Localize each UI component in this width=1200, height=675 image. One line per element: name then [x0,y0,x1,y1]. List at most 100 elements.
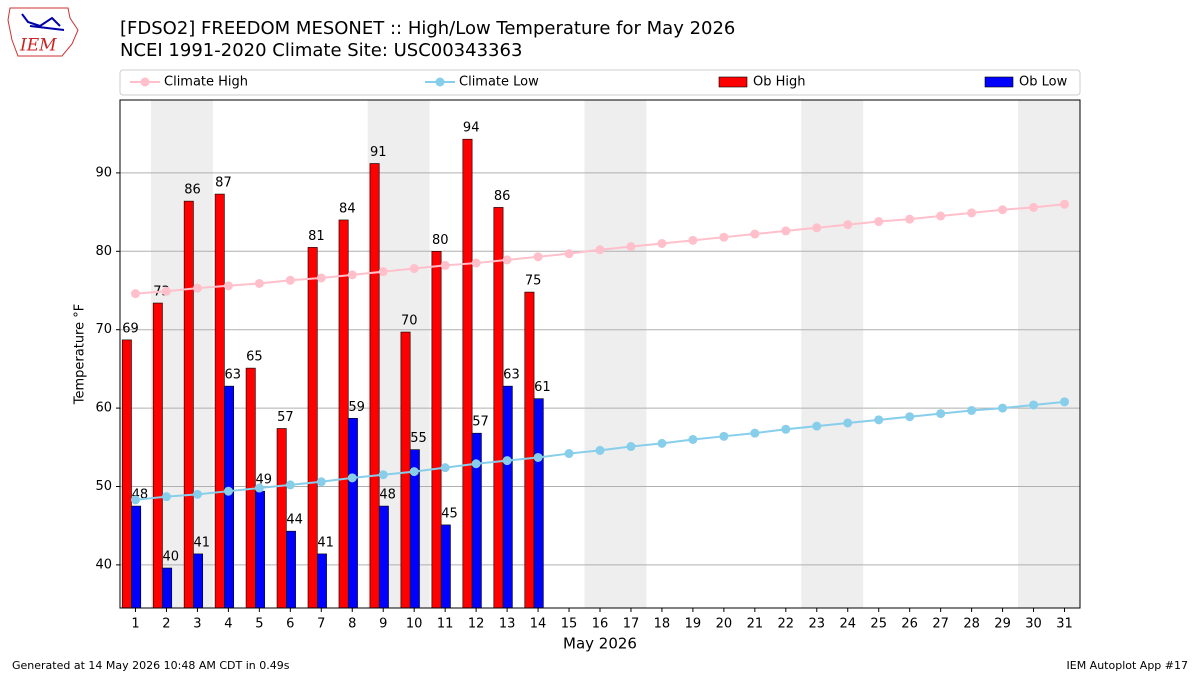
x-tick-label: 1 [131,617,139,632]
bar [316,553,327,609]
x-tick-label: 18 [654,617,671,632]
y-tick-label: 60 [95,401,112,416]
x-tick-label: 13 [499,617,516,632]
line-marker [750,428,760,438]
legend-label: Climate High [164,75,248,90]
line-marker [905,412,915,422]
weekend-shade [1018,100,1080,608]
value-label: 81 [308,229,325,244]
y-tick-label: 70 [95,322,112,337]
bar [462,138,473,609]
line-marker [347,270,357,280]
line-marker [316,477,326,487]
legend-marker [140,77,150,87]
y-tick-label: 90 [95,165,112,180]
legend-label: Ob Low [1019,75,1068,90]
line-marker [843,418,853,428]
legend-marker [435,77,445,87]
value-label: 75 [525,274,542,289]
x-tick-label: 2 [162,617,170,632]
logo: IEM [7,7,79,57]
x-tick-label: 17 [623,617,640,632]
value-label: 69 [122,321,139,336]
y-tick-label: 50 [95,479,112,494]
line-marker [192,283,202,293]
value-label: 63 [224,368,241,383]
line-marker [874,415,884,425]
line-marker [440,260,450,270]
x-tick-label: 16 [592,617,609,632]
legend-swatch [984,76,1014,88]
line-marker [719,431,729,441]
line-marker [347,473,357,483]
x-tick-label: 5 [255,617,263,632]
value-label: 86 [184,183,201,198]
x-tick-label: 7 [317,617,325,632]
chart-title: [FDSO2] FREEDOM MESONET :: High/Low Temp… [120,18,735,39]
line-marker [812,223,822,233]
x-tick-label: 27 [932,617,949,632]
x-tick-label: 11 [437,617,454,632]
x-tick-label: 4 [224,617,232,632]
line-marker [998,205,1008,215]
line-marker [533,452,543,462]
bar [533,398,544,609]
line-marker [626,242,636,252]
logo-icon [21,13,65,31]
x-axis-label: May 2026 [563,635,637,653]
x-tick-label: 20 [716,617,733,632]
x-tick-label: 22 [778,617,795,632]
line-marker [161,492,171,502]
value-label: 57 [472,415,489,430]
bar [524,291,535,609]
x-tick-label: 24 [839,617,856,632]
x-tick-label: 12 [468,617,485,632]
value-label: 40 [163,550,180,565]
line-marker [781,424,791,434]
bar [378,505,389,609]
line-marker [719,232,729,242]
bar [307,247,318,609]
line-marker [285,275,295,285]
bar [347,417,358,609]
line-marker [812,421,822,431]
line-marker [1060,397,1070,407]
x-tick-label: 29 [994,617,1011,632]
logo-text: IEM [19,36,57,56]
footer-right: IEM Autoplot App #17 [1067,659,1189,672]
line-marker [626,442,636,452]
x-tick-label: 8 [348,617,356,632]
x-tick-label: 14 [530,617,547,632]
line-marker [378,267,388,277]
bar [440,524,451,609]
value-label: 57 [277,410,294,425]
line-marker [688,434,698,444]
line-marker [564,449,574,459]
footer-left: Generated at 14 May 2026 10:48 AM CDT in… [12,659,290,672]
line-marker [1029,202,1039,212]
line-marker [471,258,481,268]
line-marker [161,286,171,296]
bar [152,302,163,609]
line-marker [285,480,295,490]
bar [431,251,442,609]
line-marker [130,495,140,505]
value-label: 61 [534,380,551,395]
line-marker [750,229,760,239]
value-label: 59 [348,400,365,415]
x-tick-label: 28 [963,617,980,632]
x-tick-label: 19 [685,617,702,632]
bar [286,530,296,609]
value-label: 48 [379,488,396,503]
bar [493,207,504,609]
line-marker [967,405,977,415]
value-label: 80 [432,233,449,248]
line-marker [378,470,388,480]
value-label: 84 [339,201,356,216]
value-label: 91 [370,145,387,160]
x-tick-label: 26 [901,617,918,632]
line-marker [502,255,512,265]
legend-box [119,69,1081,96]
chart-subtitle: NCEI 1991-2020 Climate Site: USC00343363 [120,40,522,61]
